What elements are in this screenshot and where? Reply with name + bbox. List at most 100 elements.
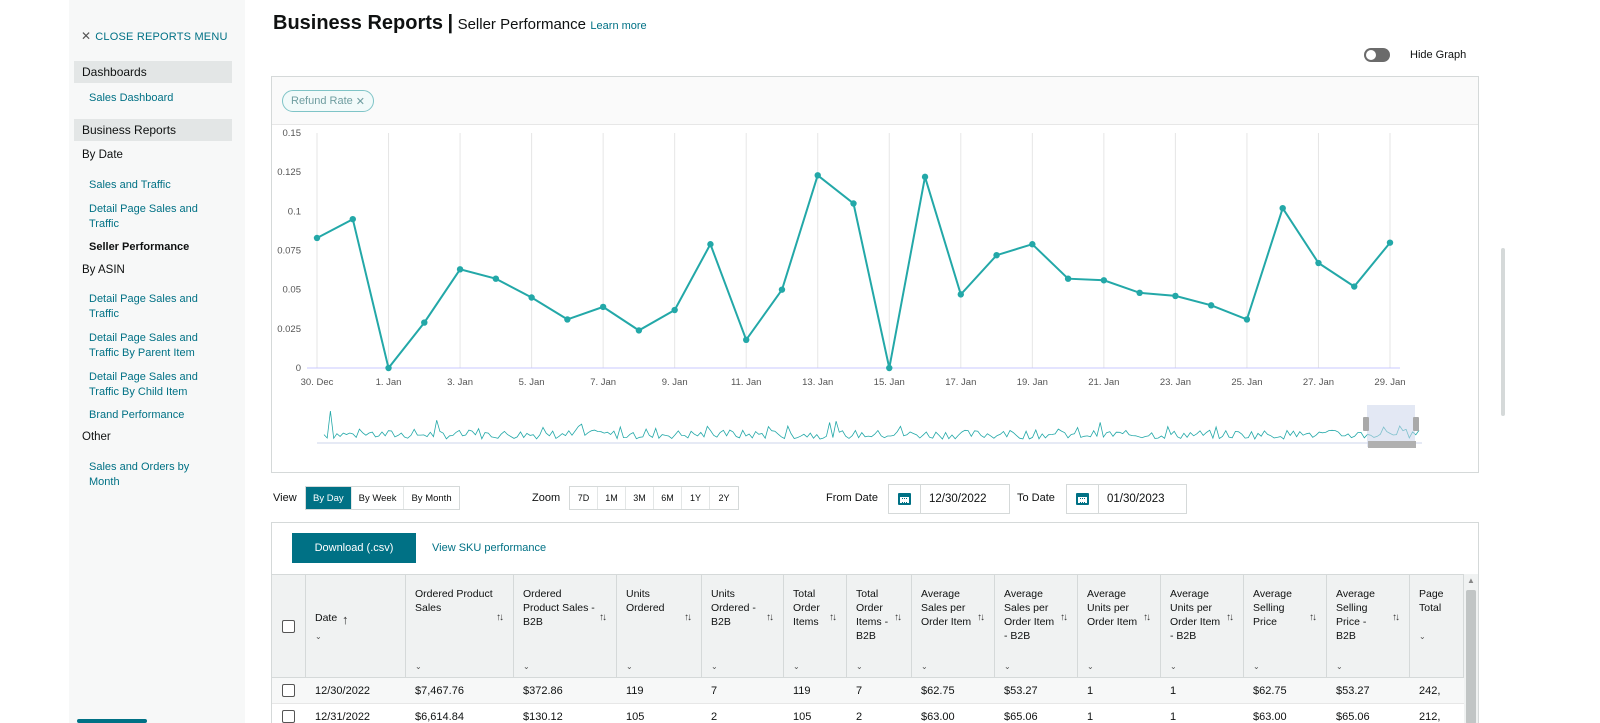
sidebar-item-asin-parent-item[interactable]: Detail Page Sales and Traffic By Parent … (89, 332, 198, 359)
column-menu-icon[interactable]: ⌄ (1170, 662, 1177, 671)
from-date-field[interactable]: 12/30/2022 (888, 484, 1010, 514)
zoom-2y-button[interactable]: 2Y (718, 493, 730, 503)
sort-icon[interactable]: ↑↓ (1392, 612, 1400, 623)
select-all-checkbox[interactable] (282, 620, 295, 633)
sort-icon[interactable]: ↑↓ (977, 612, 985, 623)
zoom-7d-button[interactable]: 7D (570, 487, 598, 509)
sort-icon[interactable]: ↑↓ (1226, 612, 1234, 623)
table-row[interactable]: 12/30/2022 $7,467.76 $372.86 119 7 119 7 $62.75… (272, 678, 1478, 704)
column-header[interactable]: Ordered Product Sales ⌄ ↑↓ (406, 575, 514, 679)
data-point (349, 215, 356, 223)
column-menu-icon[interactable]: ⌄ (1087, 662, 1094, 671)
data-point (1243, 316, 1251, 323)
table-row[interactable]: 12/31/2022 $6,614.84 $130.12 105 2 105 2 $63.00… (272, 704, 1478, 723)
sort-icon[interactable]: ↑↓ (894, 612, 902, 623)
column-menu-icon[interactable]: ⌄ (315, 632, 322, 641)
column-menu-icon[interactable]: ⌄ (1253, 662, 1260, 671)
column-header[interactable]: Average Sales per Order Item ⌄ ↑↓ (912, 575, 995, 679)
column-menu-icon[interactable]: ⌄ (711, 662, 718, 671)
column-header[interactable]: Average Sales per Order Item - B2B ⌄ ↑↓ (995, 575, 1078, 679)
sort-icon[interactable]: ↑↓ (684, 612, 692, 623)
column-header[interactable]: Total Order Items - B2B ⌄ ↑↓ (847, 575, 912, 679)
learn-more-link[interactable]: Learn more (590, 20, 647, 32)
row-checkbox[interactable] (282, 684, 295, 697)
column-header[interactable]: Page Total ⌄ (1410, 575, 1464, 679)
sort-icon[interactable]: ↑↓ (766, 612, 774, 623)
sort-icon[interactable]: ↑↓ (1309, 612, 1317, 623)
sidebar-item-brand-performance[interactable]: Brand Performance (89, 409, 185, 421)
remove-metric-icon[interactable]: ✕ (355, 95, 365, 108)
view-by-month-button[interactable]: By Month (404, 487, 459, 509)
table-scroll-thumb[interactable] (1466, 590, 1476, 723)
zoom-6m-button[interactable]: 6M (654, 487, 682, 509)
zoom-1m-button[interactable]: 1M (598, 487, 626, 509)
column-header[interactable]: Date ⌄ ↑ (306, 575, 406, 679)
hide-graph-toggle[interactable] (1364, 48, 1390, 62)
from-calendar-button[interactable] (889, 485, 921, 513)
column-header[interactable]: Ordered Product Sales - B2B ⌄ ↑↓ (514, 575, 617, 679)
row-checkbox[interactable] (282, 710, 295, 723)
data-point (456, 266, 464, 273)
y-tick-label: 0.075 (277, 246, 301, 257)
sort-ascending-icon[interactable]: ↑ (342, 612, 348, 627)
y-tick-label: 0.025 (277, 324, 301, 335)
data-point (814, 172, 821, 179)
view-by-day-button[interactable]: By Day (306, 487, 352, 509)
column-header[interactable]: Average Selling Price ⌄ ↑↓ (1244, 575, 1327, 679)
scroll-up-icon[interactable]: ▲ (1467, 576, 1475, 585)
column-header[interactable]: Units Ordered ⌄ ↑↓ (617, 575, 702, 679)
column-header[interactable]: Average Units per Order Item ⌄ ↑↓ (1078, 575, 1161, 679)
sort-icon[interactable]: ↑↓ (1143, 612, 1151, 623)
table-cell: $53.27 (1336, 685, 1370, 697)
column-menu-icon[interactable]: ⌄ (415, 662, 422, 671)
column-menu-icon[interactable]: ⌄ (1004, 662, 1011, 671)
table-cell: 2 (856, 711, 863, 723)
table-cell: $53.27 (1004, 685, 1038, 697)
column-menu-icon[interactable]: ⌄ (856, 662, 863, 671)
view-sku-performance-link[interactable]: View SKU performance (432, 542, 547, 554)
metric-chip-refund-rate[interactable]: Refund Rate ✕ (282, 90, 374, 112)
sidebar-item-sales-and-traffic[interactable]: Sales and Traffic (89, 179, 171, 191)
zoom-1y-button[interactable]: 1Y (682, 487, 710, 509)
zoom-3m-button[interactable]: 3M (626, 487, 654, 509)
to-date-field[interactable]: 01/30/2023 (1066, 484, 1187, 514)
data-point (564, 316, 571, 323)
column-menu-icon[interactable]: ⌄ (523, 662, 530, 671)
sidebar-item-asin-child-item[interactable]: Detail Page Sales and Traffic By Child I… (89, 371, 198, 398)
sidebar-item-sales-dashboard[interactable]: Sales Dashboard (89, 92, 174, 104)
x-tick-label: 13. Jan (802, 377, 833, 388)
sidebar-bottom-button[interactable] (77, 719, 147, 723)
column-menu-icon[interactable]: ⌄ (626, 662, 633, 671)
column-menu-icon[interactable]: ⌄ (1336, 662, 1343, 671)
close-reports-menu-button[interactable]: ✕ CLOSE REPORTS MENU (81, 29, 228, 43)
sort-icon[interactable]: ↑↓ (1060, 612, 1068, 623)
sidebar-item-detail-page-sales-traffic[interactable]: Detail Page Sales and Traffic (89, 203, 198, 230)
column-header[interactable]: Units Ordered - B2B ⌄ ↑↓ (702, 575, 784, 679)
column-menu-icon[interactable]: ⌄ (1419, 632, 1426, 641)
sidebar-item-seller-performance[interactable]: Seller Performance (89, 241, 190, 253)
hide-graph-control: Hide Graph (1364, 48, 1466, 62)
column-header[interactable]: Average Selling Price - B2B ⌄ ↑↓ (1327, 575, 1410, 679)
download-csv-button[interactable]: Download (.csv) (292, 533, 416, 563)
to-calendar-button[interactable] (1067, 485, 1099, 513)
sort-icon[interactable]: ↑↓ (496, 612, 504, 623)
data-point (1064, 275, 1072, 282)
page-side-scrollbar[interactable] (1501, 248, 1505, 416)
column-header[interactable]: Total Order Items ⌄ ↑↓ (784, 575, 847, 679)
column-menu-icon[interactable]: ⌄ (921, 662, 928, 671)
x-tick-label: 17. Jan (945, 377, 976, 388)
view-by-week-button[interactable]: By Week (351, 487, 405, 509)
sidebar-item-asin-detail-page[interactable]: Detail Page Sales and Traffic (89, 293, 198, 320)
table-cell: 119 (793, 685, 811, 697)
y-tick-label: 0.125 (277, 167, 301, 178)
column-menu-icon[interactable]: ⌄ (793, 662, 800, 671)
data-point (957, 291, 964, 298)
data-point (421, 319, 428, 326)
column-header-label: Average Units per Order Item (1087, 588, 1138, 628)
table-scrollbar[interactable]: ▲ (1464, 574, 1478, 723)
sort-icon[interactable]: ↑↓ (829, 612, 837, 623)
sort-icon[interactable]: ↑↓ (599, 612, 607, 623)
column-header[interactable]: Average Units per Order Item - B2B ⌄ ↑↓ (1161, 575, 1244, 679)
sidebar-item-sales-orders-month[interactable]: Sales and Orders by Month (89, 461, 190, 488)
table-cell: $62.75 (1253, 685, 1287, 697)
